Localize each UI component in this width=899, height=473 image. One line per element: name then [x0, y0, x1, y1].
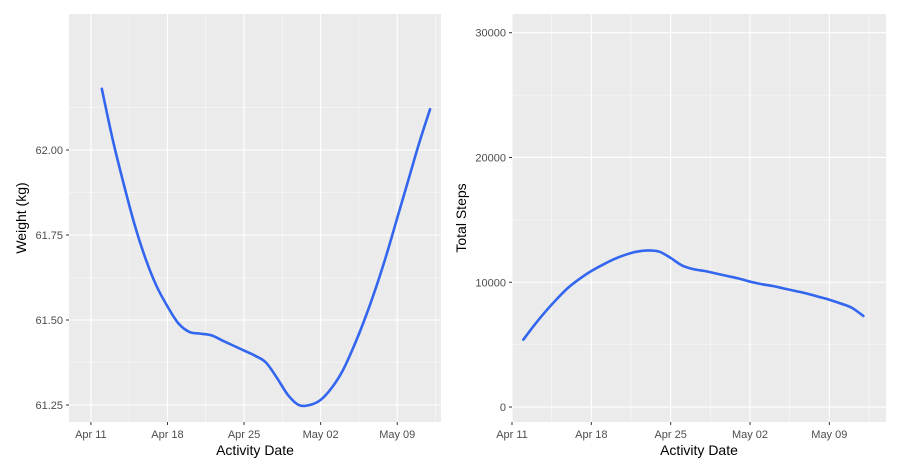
y-tick-label: 10000: [475, 277, 506, 289]
weight-x-axis: Apr 11 Apr 18 Apr 25 May 02 May 09: [75, 422, 415, 441]
steps-grid: [511, 14, 886, 422]
y-tick-label: 61.25: [35, 400, 63, 412]
y-tick-label: 30000: [475, 28, 506, 40]
weight-y-axis: 61.25 61.50 61.75 62.00: [35, 145, 69, 412]
y-tick-label: 20000: [475, 152, 506, 164]
x-tick-label: Apr 18: [151, 429, 183, 441]
weight-chart-panel: 61.25 61.50 61.75 62.00 Apr 11 Apr 18 Apr 25 M…: [13, 14, 441, 458]
y-tick-label: 61.75: [35, 230, 63, 242]
weight-trend-line: [100, 87, 432, 408]
steps-x-axis: Apr 11 Apr 18 Apr 25 May 02 May 09: [496, 422, 847, 441]
x-tick-label: May 02: [732, 429, 768, 441]
y-tick-label: 61.50: [35, 315, 63, 327]
x-tick-label: Apr 11: [496, 429, 528, 441]
x-tick-label: Apr 25: [228, 429, 260, 441]
y-tick-label: 62.00: [35, 145, 63, 157]
steps-y-axis: 0 10000 20000 30000: [475, 28, 512, 414]
weight-y-axis-title: Weight (kg): [13, 182, 29, 253]
x-tick-label: May 09: [811, 429, 847, 441]
x-tick-label: Apr 25: [654, 429, 686, 441]
x-tick-label: May 02: [303, 429, 339, 441]
y-tick-label: 0: [500, 402, 506, 414]
weight-plot-background: [69, 14, 441, 422]
x-tick-label: May 09: [379, 429, 415, 441]
x-tick-label: Apr 18: [575, 429, 607, 441]
steps-x-axis-title: Activity Date: [660, 442, 738, 458]
steps-y-axis-title: Total Steps: [453, 183, 469, 252]
weight-x-axis-title: Activity Date: [216, 442, 294, 458]
steps-chart-panel: 0 10000 20000 30000 Apr 11 Apr 18 Apr 25 May 0…: [453, 14, 886, 458]
steps-plot-background: [512, 14, 886, 422]
steps-trend-line: [522, 249, 865, 341]
x-tick-label: Apr 11: [75, 429, 107, 441]
